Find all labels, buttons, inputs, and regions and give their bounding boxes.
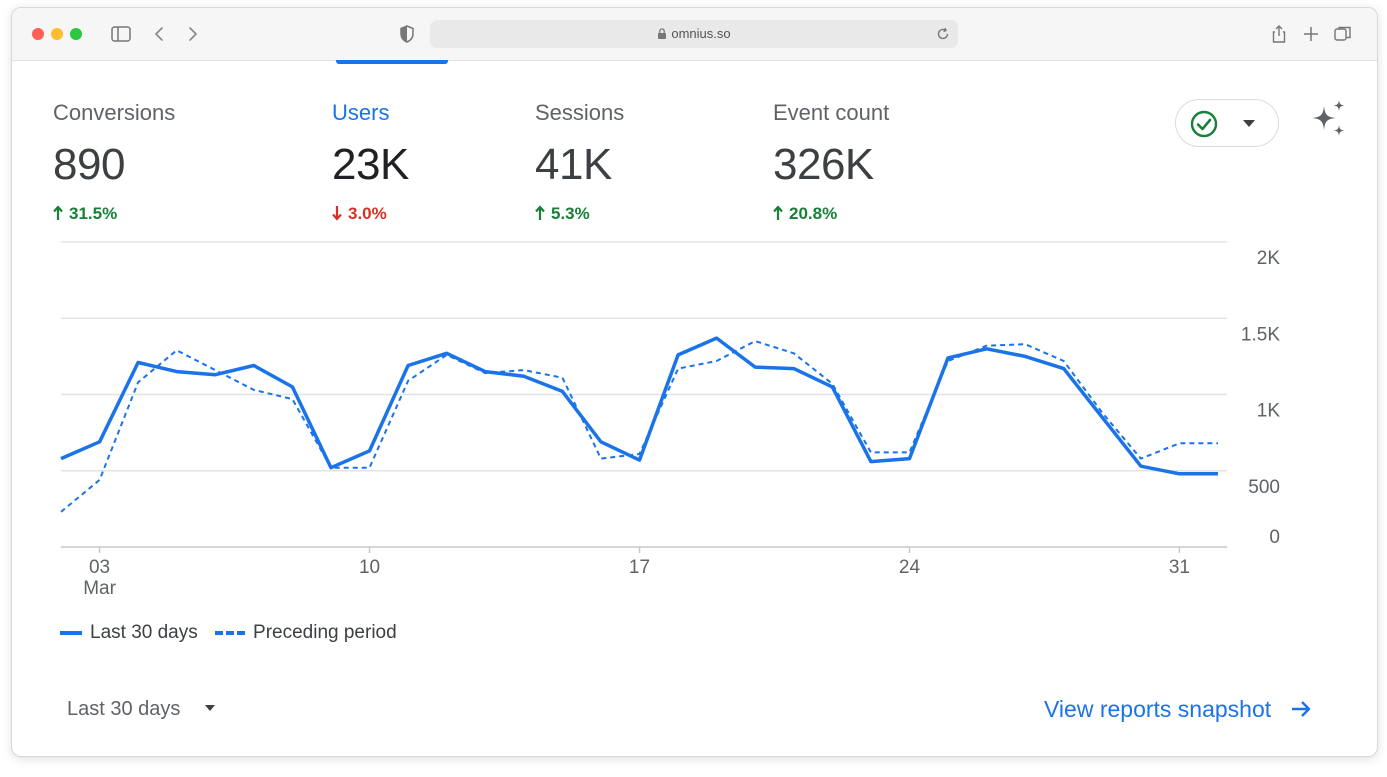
check-circle-icon (1190, 110, 1218, 138)
series-line-preceding-period (60, 340, 1218, 513)
metric-users[interactable]: Users 23K 3.0% (332, 100, 512, 240)
metric-label: Users (332, 100, 390, 125)
arrow-up-icon (53, 205, 63, 220)
caret-down-icon (204, 705, 215, 711)
lock-icon (658, 28, 667, 39)
address-bar[interactable]: omnius.so (430, 20, 958, 48)
legend-label: Last 30 days (90, 622, 198, 643)
forward-icon[interactable] (182, 24, 204, 44)
active-tab-indicator (336, 60, 448, 64)
arrow-up-icon (535, 205, 545, 220)
metric-value: 23K (332, 140, 409, 189)
date-range-dropdown[interactable]: Last 30 days (67, 698, 216, 721)
x-tick-label: Mar (83, 578, 116, 599)
x-tick-label: 10 (359, 557, 380, 578)
sparkle-icon[interactable] (1308, 100, 1348, 140)
metric-change: 3.0% (332, 204, 387, 224)
reload-icon[interactable] (936, 27, 950, 41)
minimize-window-button[interactable] (51, 28, 63, 40)
legend-swatch-solid (60, 630, 82, 635)
y-tick-label: 500 (1248, 477, 1280, 498)
x-tick-label: 17 (629, 557, 650, 578)
arrow-down-icon (332, 206, 342, 221)
new-tab-icon[interactable] (1300, 24, 1322, 44)
x-tick-label: 03 (89, 557, 110, 578)
y-tick-label: 1.5K (1241, 324, 1280, 345)
metric-change: 31.5% (53, 204, 117, 224)
arrow-right-icon (1291, 701, 1310, 717)
metric-value: 326K (773, 140, 874, 189)
metric-conversions[interactable]: Conversions 890 31.5% (53, 100, 253, 240)
x-tick-label: 31 (1169, 557, 1190, 578)
date-range-label: Last 30 days (67, 698, 181, 720)
url-text: omnius.so (671, 26, 731, 41)
share-icon[interactable] (1268, 24, 1290, 44)
legend-item-preceding-period: Preceding period (215, 622, 397, 644)
legend-label: Preceding period (253, 622, 397, 643)
view-reports-snapshot-link[interactable]: View reports snapshot (1044, 696, 1312, 723)
arrow-up-icon (773, 205, 783, 220)
browser-window: omnius.so Conversions 890 31.5% (11, 7, 1378, 757)
close-window-button[interactable] (32, 28, 44, 40)
x-tick-label: 24 (899, 557, 921, 578)
sidebar-icon[interactable] (110, 24, 132, 44)
caret-down-icon (1243, 120, 1255, 127)
data-quality-dropdown[interactable] (1175, 99, 1279, 147)
metric-label: Sessions (535, 100, 625, 125)
metric-change: 5.3% (535, 204, 590, 224)
metric-sessions[interactable]: Sessions 41K 5.3% (535, 100, 715, 240)
series-line-last-30-days (60, 336, 1218, 476)
zoom-window-button[interactable] (70, 28, 82, 40)
metric-event-count[interactable]: Event count 326K 20.8% (773, 100, 973, 240)
metric-value: 41K (535, 140, 612, 189)
url-display: omnius.so (430, 26, 958, 41)
y-tick-label: 2K (1257, 248, 1281, 269)
link-label: View reports snapshot (1044, 696, 1272, 722)
tab-overview-icon[interactable] (1332, 24, 1354, 44)
y-tick-label: 1K (1257, 401, 1281, 422)
browser-toolbar: omnius.so (12, 8, 1377, 61)
privacy-shield-icon[interactable] (396, 24, 418, 44)
legend-swatch-dashed (215, 630, 246, 635)
metric-value: 890 (53, 140, 125, 189)
back-icon[interactable] (148, 24, 170, 44)
chart-legend: Last 30 days Preceding period (60, 622, 409, 644)
y-tick-label: 0 (1269, 527, 1280, 548)
metric-change: 20.8% (773, 204, 837, 224)
legend-item-last-30-days: Last 30 days (60, 622, 198, 644)
metric-label: Conversions (53, 100, 176, 125)
metric-label: Event count (773, 100, 890, 125)
